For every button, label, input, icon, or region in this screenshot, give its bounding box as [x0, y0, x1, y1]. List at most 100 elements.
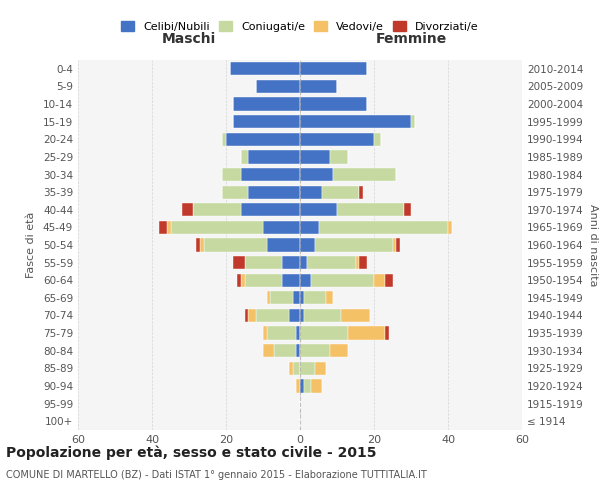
Bar: [233, 115, 300, 128]
Bar: [241, 150, 248, 164]
Bar: [223, 132, 226, 146]
Bar: [300, 238, 315, 252]
Bar: [396, 238, 400, 252]
Bar: [334, 168, 396, 181]
Text: Popolazione per età, sesso e stato civile - 2015: Popolazione per età, sesso e stato civil…: [6, 446, 377, 460]
Bar: [300, 274, 311, 287]
Bar: [311, 380, 322, 392]
Bar: [248, 309, 256, 322]
Bar: [266, 326, 296, 340]
Bar: [329, 344, 348, 358]
Bar: [404, 203, 411, 216]
Bar: [226, 132, 300, 146]
Bar: [300, 291, 304, 304]
Bar: [300, 98, 367, 110]
Bar: [263, 344, 274, 358]
Bar: [233, 98, 300, 110]
Bar: [385, 326, 389, 340]
Bar: [300, 203, 337, 216]
Bar: [196, 238, 200, 252]
Bar: [319, 221, 448, 234]
Y-axis label: Fasce di età: Fasce di età: [26, 212, 36, 278]
Bar: [311, 274, 374, 287]
Bar: [223, 168, 241, 181]
Bar: [300, 362, 315, 375]
Bar: [293, 291, 300, 304]
Bar: [245, 309, 248, 322]
Bar: [300, 380, 304, 392]
Bar: [348, 326, 385, 340]
Bar: [241, 168, 300, 181]
Bar: [182, 203, 193, 216]
Bar: [322, 186, 359, 198]
Bar: [304, 291, 326, 304]
Text: Femmine: Femmine: [376, 32, 446, 46]
Bar: [241, 203, 300, 216]
Bar: [263, 221, 300, 234]
Bar: [289, 309, 300, 322]
Bar: [300, 344, 329, 358]
Bar: [230, 62, 300, 76]
Bar: [315, 362, 326, 375]
Bar: [307, 256, 355, 269]
Bar: [329, 150, 348, 164]
Bar: [300, 256, 307, 269]
Bar: [266, 291, 271, 304]
Bar: [281, 274, 300, 287]
Bar: [374, 274, 385, 287]
Bar: [245, 256, 281, 269]
Bar: [300, 186, 322, 198]
Bar: [204, 238, 266, 252]
Text: Maschi: Maschi: [162, 32, 216, 46]
Bar: [293, 362, 300, 375]
Bar: [170, 221, 263, 234]
Bar: [359, 186, 363, 198]
Bar: [300, 309, 304, 322]
Y-axis label: Anni di nascita: Anni di nascita: [587, 204, 598, 286]
Bar: [300, 150, 329, 164]
Bar: [248, 186, 300, 198]
Bar: [359, 256, 367, 269]
Bar: [256, 309, 289, 322]
Bar: [263, 326, 266, 340]
Bar: [266, 238, 300, 252]
Bar: [300, 62, 367, 76]
Bar: [300, 168, 334, 181]
Bar: [355, 256, 359, 269]
Bar: [256, 80, 300, 93]
Bar: [160, 221, 167, 234]
Bar: [200, 238, 204, 252]
Bar: [193, 203, 241, 216]
Bar: [326, 291, 334, 304]
Bar: [374, 132, 382, 146]
Bar: [304, 309, 341, 322]
Bar: [300, 80, 337, 93]
Bar: [296, 326, 300, 340]
Bar: [296, 380, 300, 392]
Bar: [300, 132, 374, 146]
Bar: [300, 115, 411, 128]
Bar: [222, 186, 248, 198]
Bar: [341, 309, 370, 322]
Bar: [392, 238, 396, 252]
Bar: [296, 344, 300, 358]
Bar: [300, 326, 348, 340]
Bar: [248, 150, 300, 164]
Bar: [411, 115, 415, 128]
Bar: [237, 274, 241, 287]
Bar: [300, 221, 319, 234]
Bar: [289, 362, 293, 375]
Bar: [233, 256, 245, 269]
Bar: [337, 203, 404, 216]
Bar: [281, 256, 300, 269]
Legend: Celibi/Nubili, Coniugati/e, Vedovi/e, Divorziati/e: Celibi/Nubili, Coniugati/e, Vedovi/e, Di…: [118, 18, 482, 35]
Bar: [274, 344, 296, 358]
Bar: [271, 291, 293, 304]
Bar: [315, 238, 392, 252]
Bar: [304, 380, 311, 392]
Bar: [385, 274, 392, 287]
Bar: [241, 274, 245, 287]
Bar: [245, 274, 281, 287]
Bar: [167, 221, 170, 234]
Text: COMUNE DI MARTELLO (BZ) - Dati ISTAT 1° gennaio 2015 - Elaborazione TUTTITALIA.I: COMUNE DI MARTELLO (BZ) - Dati ISTAT 1° …: [6, 470, 427, 480]
